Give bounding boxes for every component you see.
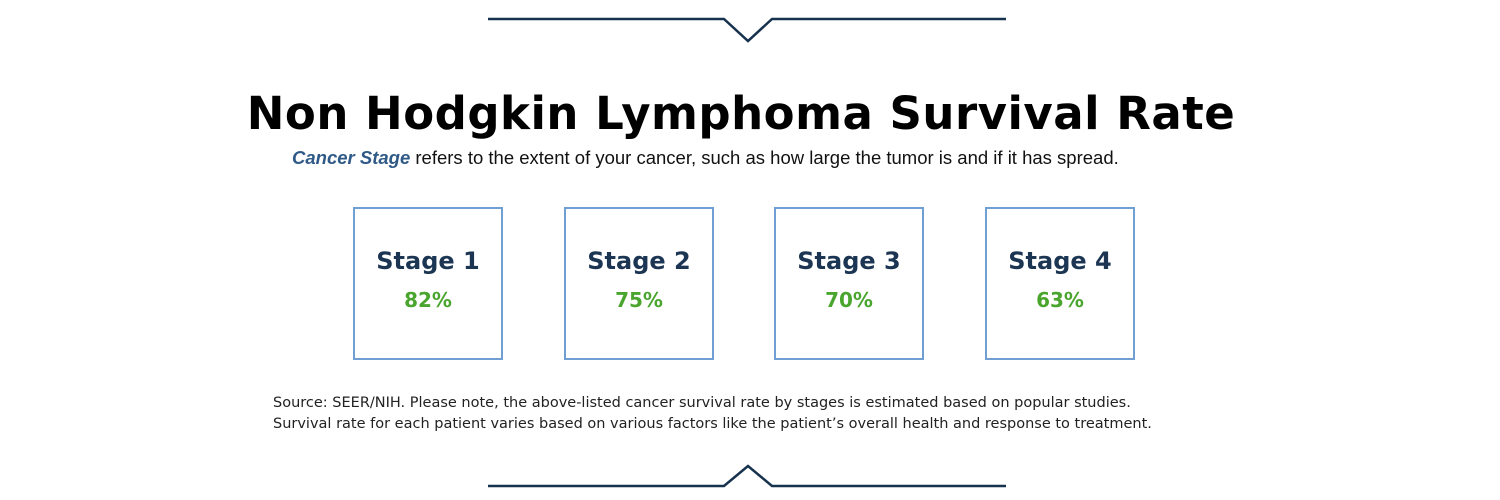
stage-label: Stage 3 (797, 247, 901, 275)
stage-card-3: Stage 3 70% (774, 207, 924, 360)
source-note-line-1: Source: SEER/NIH. Please note, the above… (273, 395, 1131, 411)
stage-label: Stage 1 (376, 247, 480, 275)
stage-card-1: Stage 1 82% (353, 207, 503, 360)
page-title: Non Hodgkin Lymphoma Survival Rate (246, 87, 1236, 140)
subtitle-emphasis: Cancer Stage (292, 147, 411, 168)
subtitle-text: refers to the extent of your cancer, suc… (410, 147, 1119, 168)
source-note: Source: SEER/NIH. Please note, the above… (273, 393, 1273, 435)
stage-card-2: Stage 2 75% (564, 207, 714, 360)
stage-survival-rate: 63% (1036, 288, 1084, 312)
stage-label: Stage 4 (1008, 247, 1112, 275)
bottom-divider-chevron-icon (488, 464, 1006, 488)
stage-label: Stage 2 (587, 247, 691, 275)
source-note-line-2: Survival rate for each patient varies ba… (273, 416, 1152, 432)
stage-survival-rate: 82% (404, 288, 452, 312)
stage-survival-rate: 75% (615, 288, 663, 312)
top-divider-chevron-icon (488, 17, 1006, 43)
stage-cards: Stage 1 82% Stage 2 75% Stage 3 70% Stag… (353, 207, 1139, 364)
stage-survival-rate: 70% (825, 288, 873, 312)
subtitle: Cancer Stage refers to the extent of you… (292, 145, 1292, 171)
stage-card-4: Stage 4 63% (985, 207, 1135, 360)
